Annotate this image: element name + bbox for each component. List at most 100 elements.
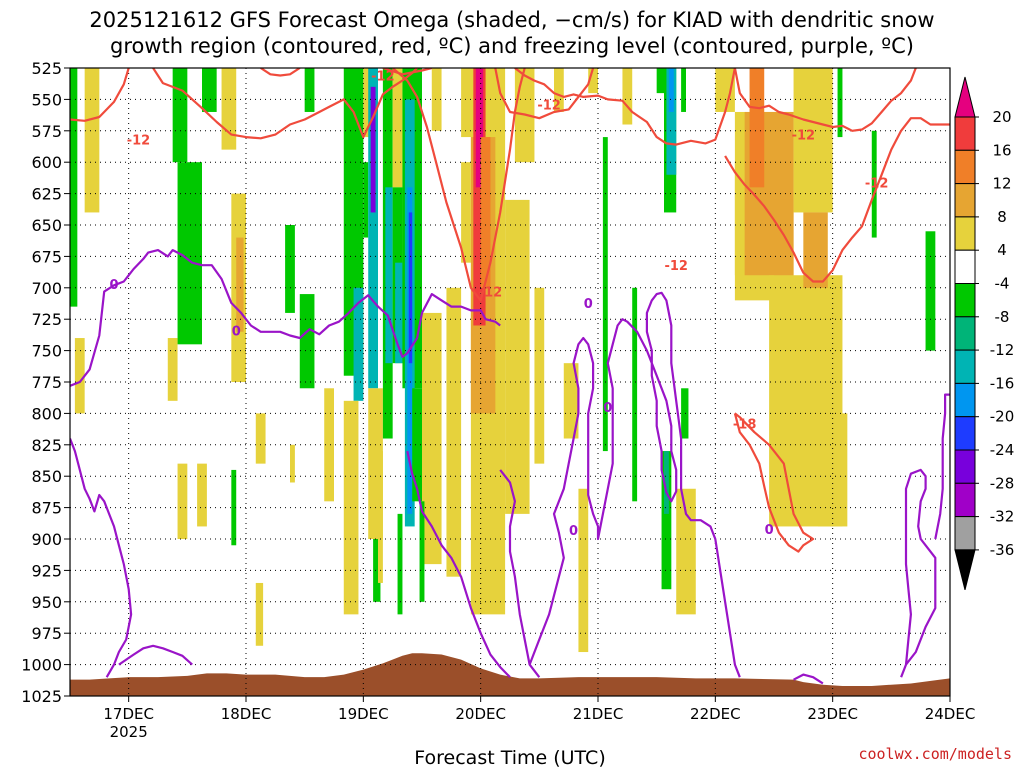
colorbar-label: 4	[997, 241, 1007, 259]
omega-cell	[255, 582, 264, 646]
grid-lines	[70, 68, 950, 696]
colorbar-label: -12	[990, 341, 1015, 359]
dgz-contour-line	[382, 68, 433, 76]
y-tick-label: 750	[31, 342, 62, 361]
y-tick-label: 1000	[21, 656, 62, 675]
omega-cell	[793, 68, 833, 213]
omega-cell	[419, 501, 425, 602]
y-tick-label: 875	[31, 499, 62, 518]
dgz-contour-label: -12	[865, 176, 889, 191]
y-tick-label: 675	[31, 247, 62, 266]
chart-title-line1: 2025121612 GFS Forecast Omega (shaded, −…	[89, 8, 934, 32]
omega-cell	[385, 187, 393, 364]
omega-cell	[299, 294, 315, 389]
freezing-contour-line	[793, 673, 824, 685]
omega-cell	[378, 451, 383, 583]
y-tick-label: 1025	[21, 687, 62, 706]
dgz-contour-line	[514, 68, 736, 146]
omega-cell	[534, 287, 545, 464]
y-tick-label: 825	[31, 436, 62, 455]
dgz-contour-line	[494, 68, 595, 120]
omega-cell	[373, 539, 381, 602]
y-tick-label: 725	[31, 310, 62, 329]
freezing-contour-line	[900, 468, 937, 678]
colorbar-swatch	[954, 516, 976, 551]
omega-cell	[353, 287, 364, 401]
x-tick-label: 19DEC	[338, 705, 389, 723]
y-tick-label: 900	[31, 530, 62, 549]
freezing-contours	[70, 249, 950, 685]
omega-cell	[480, 137, 491, 288]
omega-cell	[461, 162, 471, 263]
omega-cell	[818, 413, 848, 527]
colorbar-swatch	[954, 283, 976, 318]
freezing-contour-label: 0	[109, 278, 118, 293]
freezing-contour-line	[528, 291, 741, 678]
colorbar-swatch	[954, 149, 976, 185]
colorbar-label: -28	[990, 474, 1015, 492]
omega-cell	[681, 388, 689, 439]
omega-cell	[343, 400, 359, 615]
y-tick-label: 700	[31, 279, 62, 298]
x-tick-sublabel: 2025	[110, 723, 148, 741]
omega-cell	[397, 513, 403, 615]
omega-cell	[475, 68, 484, 188]
colorbar-label: 12	[992, 175, 1011, 193]
y-tick-label: 925	[31, 561, 62, 580]
y-tick-label: 625	[31, 185, 62, 204]
colorbar-label: -36	[990, 541, 1015, 559]
colorbar-label: -20	[990, 408, 1015, 426]
freezing-contour-line	[934, 393, 950, 540]
omega-cell	[363, 162, 369, 238]
omega-cell	[392, 68, 403, 188]
freezing-contour-label: 0	[584, 297, 593, 312]
omega-cell	[446, 287, 462, 577]
colorbar-top-arrow	[954, 76, 976, 118]
dgz-contour-label: -12	[479, 286, 503, 301]
colorbar-swatch	[954, 416, 976, 451]
omega-cell	[70, 68, 78, 307]
omega-cell	[285, 225, 295, 313]
dgz-contour-line	[70, 68, 130, 122]
colorbar-label: 16	[992, 141, 1011, 159]
dgz-contours	[70, 68, 950, 553]
omega-cell	[681, 68, 686, 112]
omega-cell	[666, 68, 677, 175]
colorbar: 20 16 12 8 4 -4 -8 -12 -16 -20 -24 -28 -32 -36	[954, 76, 1015, 591]
freezing-contour-line	[70, 438, 133, 678]
omega-cell	[368, 68, 378, 389]
freezing-contour-line	[118, 644, 193, 666]
y-tick-label: 650	[31, 216, 62, 235]
omega-cell	[324, 388, 334, 502]
x-tick-label: 22DEC	[690, 705, 741, 723]
omega-cell	[167, 338, 178, 401]
omega-cell	[632, 287, 638, 502]
contour-labels: -12 -12 -12 -12 -12 -12 -18 -12 0 0 0 0 0 0	[109, 70, 888, 540]
colorbar-swatch	[954, 183, 976, 218]
omega-cell	[172, 68, 188, 163]
terrain-surface	[70, 653, 950, 696]
dgz-contour-line	[152, 68, 418, 140]
freezing-contour-line	[406, 450, 511, 678]
omega-cell	[871, 130, 877, 238]
y-tick-label: 550	[31, 90, 62, 109]
colorbar-swatch	[954, 382, 976, 418]
dgz-contour-label: -12	[792, 129, 816, 144]
colorbar-swatch	[954, 482, 976, 518]
omega-shading	[70, 68, 936, 653]
dgz-contour-label: -18	[733, 417, 757, 432]
omega-cell	[774, 199, 794, 288]
dgz-contour-line	[733, 68, 917, 132]
omega-cell	[84, 68, 100, 213]
colorbar-label: 20	[992, 108, 1011, 126]
y-tick-label: 800	[31, 404, 62, 423]
y-tick-label: 775	[31, 373, 62, 392]
credit-text[interactable]: coolwx.com/models	[858, 745, 1012, 763]
colorbar-label: -8	[995, 308, 1010, 326]
y-tick-label: 950	[31, 593, 62, 612]
chart-title-line2: growth region (contoured, red, ºC) and f…	[110, 34, 914, 58]
omega-cell	[304, 68, 315, 112]
colorbar-swatch	[954, 316, 976, 351]
dgz-contour-line	[733, 412, 815, 553]
